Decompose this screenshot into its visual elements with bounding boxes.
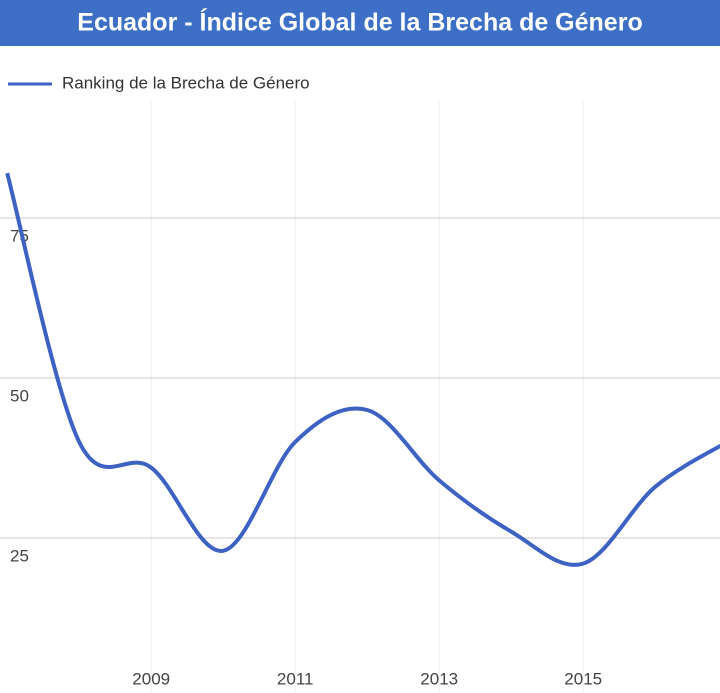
y-tick-label: 25 bbox=[10, 546, 29, 565]
title-bar bbox=[0, 0, 720, 46]
x-tick-label: 2015 bbox=[564, 669, 602, 688]
x-tick-label: 2009 bbox=[132, 669, 170, 688]
x-tick-label: 2013 bbox=[420, 669, 458, 688]
series-line bbox=[5, 172, 720, 567]
y-tick-label: 50 bbox=[10, 386, 29, 405]
chart-title: Ecuador - Índice Global de la Brecha de … bbox=[77, 8, 642, 37]
legend-label: Ranking de la Brecha de Género bbox=[62, 73, 310, 92]
x-tick-label: 2011 bbox=[277, 669, 314, 688]
